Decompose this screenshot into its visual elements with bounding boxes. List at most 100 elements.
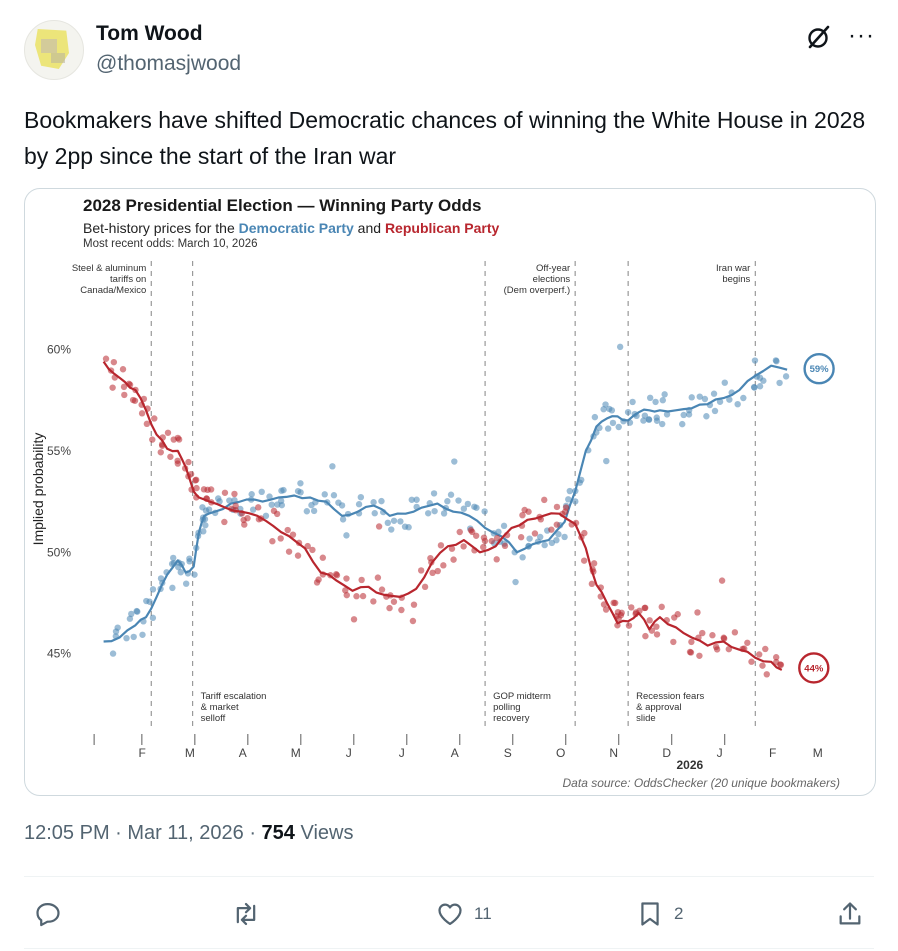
author-name[interactable]: Tom Wood [96,22,203,45]
rep-data-point [519,511,526,519]
divider-top [24,876,874,877]
dem-data-point [548,539,556,547]
y-axis-label: Implied probability [30,433,46,546]
event-label: recovery [493,713,530,724]
retweet-button[interactable] [232,896,270,932]
dem-data-point [262,512,270,520]
rep-data-point [386,604,393,612]
subtitle-rep: Republican Party [385,220,500,236]
dem-data-point [603,457,610,465]
more-icon[interactable]: ··· [848,22,875,49]
dem-data-point [481,508,488,515]
dem-data-point [388,526,395,533]
dem-data-point [258,488,265,496]
rep-data-point [358,576,365,584]
x-tick-label: M [291,746,301,760]
dem-data-point [512,578,519,586]
dem-data-point [170,554,177,562]
rep-data-point [121,391,128,399]
event-label: GOP midterm [493,691,551,702]
grok-icon[interactable] [806,24,832,50]
rep-data-point [450,556,457,563]
x-tick-label: M [185,746,195,760]
rep-data-point [772,654,780,661]
dem-data-point [606,405,613,413]
dem-data-point [751,357,759,364]
bookmark-icon [641,902,659,926]
dem-data-point [216,498,223,505]
dem-data-point [266,493,273,500]
rep-data-point [285,548,293,555]
dem-data-point [130,633,137,641]
rep-data-point [429,569,436,577]
avatar[interactable] [24,20,84,80]
tweet-time[interactable]: 12:05 PM [24,822,110,844]
rep-data-point [611,599,619,607]
bookmark-button[interactable]: 2 [636,896,683,932]
dem-data-point [645,416,653,423]
reply-button[interactable] [34,896,72,932]
rep-data-point [562,504,570,511]
rep-data-point [658,603,665,611]
dem-data-point [139,631,146,638]
dem-data-point [370,499,377,506]
like-count: 11 [474,904,492,923]
dem-data-point [413,496,420,503]
x-tick-label: D [662,746,671,760]
dem-data-point [726,396,733,403]
dem-data-point [390,517,398,524]
rep-data-point [138,410,146,417]
rep-data-point [131,397,139,404]
dem-data-point [659,420,666,428]
like-button[interactable]: 11 [436,896,492,932]
dem-end-badge [803,353,835,385]
x-tick-label: J [346,746,352,760]
rep-data-point [359,592,367,600]
dem-data-point [641,412,649,419]
rep-data-point [590,560,598,567]
dem-data-point [440,510,448,517]
x-tick-label: A [239,746,247,760]
event-label: begins [722,274,750,285]
share-icon [839,902,861,925]
subtitle-prefix: Bet-history prices for the [83,220,239,236]
rep-data-point [207,486,215,493]
author-handle[interactable]: @thomasjwood [96,52,242,75]
x-tick-label: J [399,746,405,760]
dem-data-point [688,394,695,401]
dem-data-point [408,496,415,503]
event-label: slide [636,713,656,724]
rep-line [102,360,783,671]
dem-data-point [760,377,767,384]
rep-data-point [269,538,276,545]
rep-data-point [315,576,322,583]
rep-data-point [653,623,660,630]
rep-data-point [688,638,695,646]
share-button[interactable] [836,896,864,932]
rep-data-point [421,583,429,591]
rep-data-point [200,486,208,493]
rep-data-point [469,528,476,536]
x-tick-label: J [717,746,723,760]
dem-data-point [248,491,255,498]
rep-data-point [378,586,386,593]
dem-data-point [378,497,385,505]
dem-data-point [640,417,647,424]
rep-data-point [748,658,755,665]
tweet-date[interactable]: Mar 11, 2026 [127,822,244,844]
dem-data-point [565,496,572,503]
dem-data-point [308,501,315,509]
rep-data-point [221,518,228,526]
rep-data-point [755,651,763,658]
dem-data-point [616,343,624,351]
rep-data-point [120,383,128,391]
dem-data-point [355,501,363,508]
rep-end-badge [798,652,830,684]
rep-data-point [417,567,425,574]
rep-data-point [370,598,377,605]
chart-image[interactable]: 2028 Presidential Election — Winning Par… [24,188,876,796]
meta-separator-2: · [249,822,262,844]
rep-data-point [699,629,706,637]
x-tick-label: N [609,746,618,760]
dem-data-point [200,528,207,535]
